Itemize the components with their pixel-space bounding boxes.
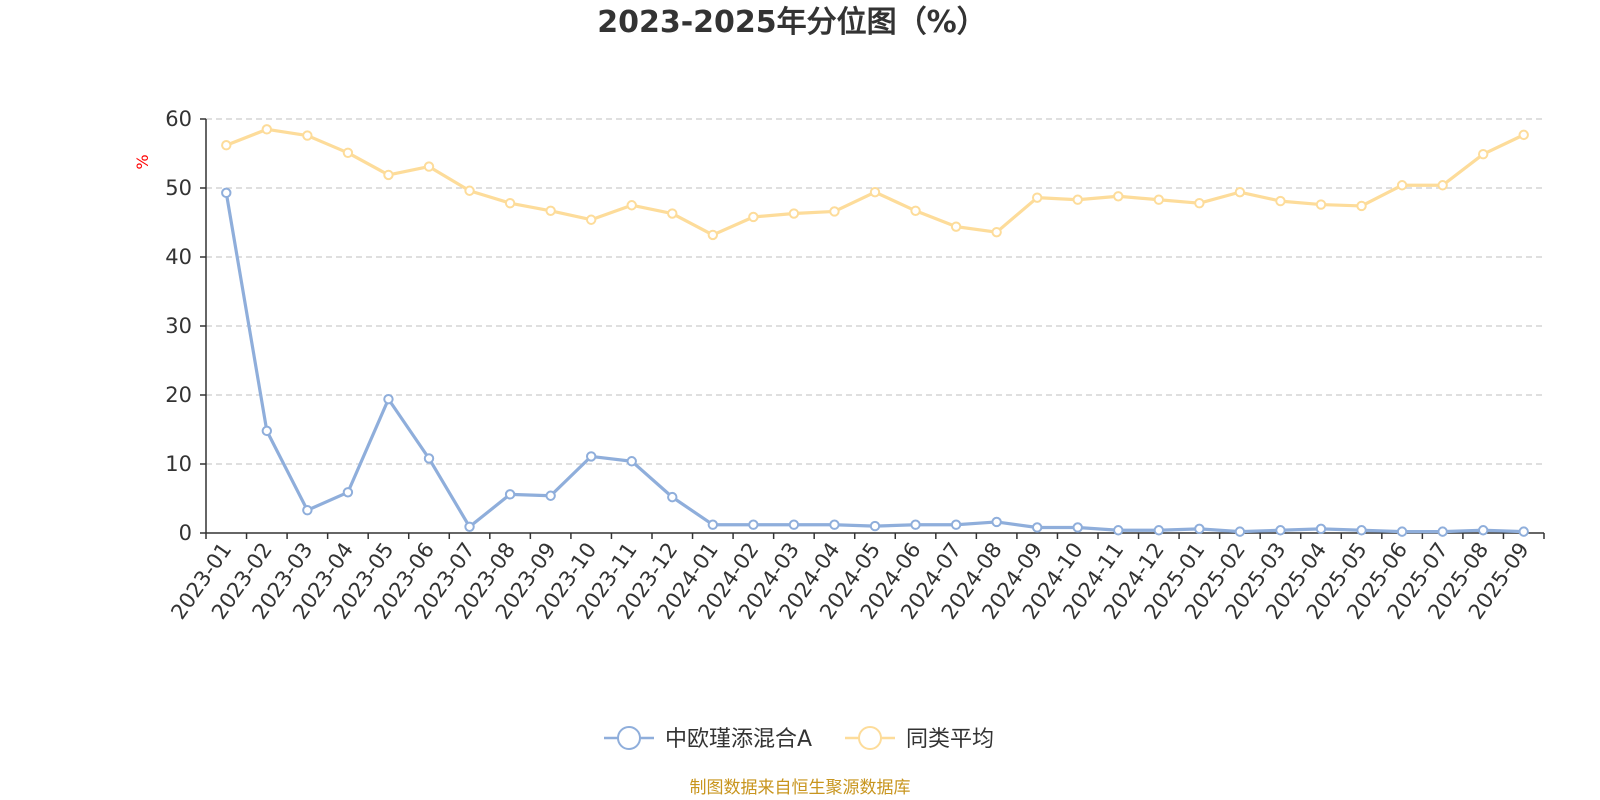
data-point: [504, 489, 516, 500]
series-1: [221, 187, 1529, 537]
data-point: [342, 147, 354, 159]
data-point: [626, 456, 637, 467]
series-2: [221, 124, 1529, 241]
series-line: [224, 127, 1526, 237]
data-point: [991, 226, 1002, 238]
data-source-note: 制图数据来自恒生聚源数据库: [690, 778, 911, 798]
data-point: [1356, 525, 1367, 536]
data-point: [1518, 129, 1529, 141]
data-point: [1315, 523, 1327, 535]
data-point: [1437, 180, 1448, 191]
data-point: [950, 519, 962, 530]
data-point: [748, 211, 759, 223]
data-point: [302, 130, 313, 141]
data-point: [1315, 199, 1327, 210]
data-point: [910, 205, 921, 216]
data-point: [464, 185, 475, 196]
data-point: [302, 505, 313, 516]
chart-title: 2023-2025年分位图（%）: [597, 5, 987, 40]
data-point: [788, 519, 800, 530]
data-point: [748, 519, 759, 530]
data-point: [423, 453, 435, 464]
data-point: [545, 205, 556, 216]
y-tick-label: 60: [165, 107, 192, 131]
y-tick-label: 0: [179, 521, 192, 545]
series-lines: [221, 124, 1529, 537]
data-point: [829, 519, 840, 530]
data-point: [1031, 522, 1043, 533]
data-point: [1477, 148, 1489, 160]
y-tick-label: 30: [165, 314, 192, 338]
y-tick-label: 50: [165, 176, 192, 200]
data-point: [1113, 525, 1124, 536]
legend-item-2[interactable]: 同类平均: [845, 726, 994, 752]
data-point: [221, 187, 232, 199]
data-point: [383, 393, 394, 405]
data-point: [221, 140, 232, 151]
data-point: [1477, 525, 1489, 536]
y-axis-unit-label: %: [133, 154, 152, 169]
y-tick-label: 10: [165, 452, 192, 476]
data-point: [1234, 526, 1246, 537]
legend-marker-icon: [858, 726, 882, 750]
data-point: [464, 521, 475, 532]
legend-marker-icon: [617, 726, 641, 750]
data-point: [585, 451, 597, 462]
series-line: [224, 191, 1526, 534]
data-point: [869, 186, 881, 198]
data-point: [504, 197, 516, 209]
legend-label: 同类平均: [906, 727, 994, 752]
data-point: [1275, 195, 1286, 207]
data-point: [667, 491, 678, 503]
data-point: [585, 214, 597, 225]
data-point: [383, 169, 394, 181]
legend-label: 中欧瑾添混合A: [665, 727, 812, 752]
data-point: [1396, 180, 1408, 191]
data-point: [423, 161, 435, 172]
legend-item-1[interactable]: 中欧瑾添混合A: [604, 726, 812, 752]
data-point: [1518, 526, 1529, 537]
data-point: [261, 425, 273, 437]
data-point: [1275, 525, 1286, 536]
data-point: [261, 124, 273, 135]
data-point: [1234, 186, 1246, 198]
data-point: [1194, 523, 1205, 535]
data-point: [667, 208, 678, 219]
data-point: [342, 487, 354, 498]
data-point: [707, 519, 719, 530]
data-point: [1113, 191, 1124, 202]
data-point: [626, 200, 637, 211]
data-point: [1153, 525, 1165, 536]
data-point: [1153, 194, 1165, 205]
data-point: [910, 519, 921, 530]
data-point: [788, 208, 800, 219]
data-point: [829, 206, 840, 217]
data-point: [1194, 197, 1205, 209]
data-point: [1356, 200, 1367, 212]
data-point: [545, 490, 556, 501]
data-point: [991, 516, 1002, 528]
data-point: [869, 520, 881, 532]
data-point: [1396, 526, 1408, 537]
data-point: [950, 221, 962, 232]
data-point: [1072, 194, 1083, 205]
data-point: [707, 229, 719, 241]
data-point: [1437, 526, 1448, 537]
data-point: [1031, 192, 1043, 203]
grid-lines: [206, 118, 1544, 465]
y-tick-label: 20: [165, 383, 192, 407]
y-tick-label: 40: [165, 245, 192, 269]
axes: 01020304050602023-012023-022023-032023-0…: [165, 107, 1545, 624]
legend: 中欧瑾添混合A 同类平均: [604, 726, 994, 752]
data-point: [1072, 522, 1083, 533]
